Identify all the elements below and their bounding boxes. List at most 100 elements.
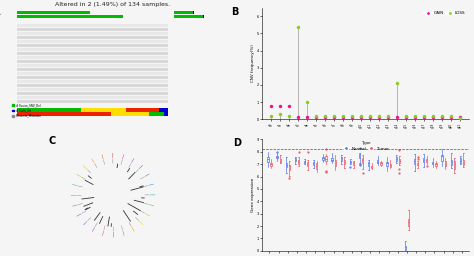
- Polygon shape: [139, 165, 143, 169]
- Text: D: D: [233, 138, 241, 148]
- Point: [384, 114, 392, 118]
- Point: [429, 115, 437, 119]
- Point: [267, 114, 275, 118]
- Legend: Normal, Tumor: Normal, Tumor: [340, 139, 391, 153]
- Bar: [17, 36, 168, 39]
- Polygon shape: [131, 158, 134, 163]
- Polygon shape: [145, 174, 149, 177]
- Point: [312, 115, 320, 119]
- Polygon shape: [77, 214, 81, 217]
- Point: [402, 114, 410, 118]
- Point: [267, 104, 275, 108]
- Point: [357, 114, 365, 118]
- Y-axis label: Gene expression: Gene expression: [251, 178, 255, 212]
- Polygon shape: [129, 222, 131, 226]
- Bar: [17, 24, 168, 27]
- Bar: [148, 112, 164, 116]
- Polygon shape: [92, 227, 95, 232]
- Point: [312, 114, 320, 118]
- Polygon shape: [121, 160, 122, 164]
- Polygon shape: [71, 195, 76, 196]
- Bar: [17, 68, 168, 71]
- Polygon shape: [88, 218, 91, 221]
- Polygon shape: [123, 231, 124, 236]
- Point: [357, 115, 365, 119]
- Point: [348, 115, 356, 119]
- Bar: [17, 76, 168, 79]
- Polygon shape: [77, 195, 81, 196]
- Bar: [202, 15, 204, 18]
- Bar: [174, 12, 192, 14]
- Point: [294, 25, 302, 29]
- Bar: [17, 32, 168, 35]
- Bar: [17, 44, 168, 47]
- Bar: [17, 112, 111, 116]
- Point: [393, 115, 401, 119]
- Polygon shape: [87, 170, 91, 173]
- Bar: [81, 108, 126, 112]
- Polygon shape: [82, 177, 85, 179]
- Bar: [192, 12, 194, 14]
- Polygon shape: [136, 217, 139, 221]
- Bar: [17, 52, 168, 55]
- Polygon shape: [78, 203, 82, 205]
- Bar: [17, 80, 168, 83]
- Polygon shape: [149, 204, 154, 206]
- Legend: GAIN, LOSS: GAIN, LOSS: [422, 10, 467, 17]
- Point: [456, 115, 464, 120]
- Polygon shape: [131, 227, 135, 231]
- Bar: [17, 84, 168, 87]
- Bar: [17, 64, 168, 67]
- Polygon shape: [140, 211, 145, 213]
- Bar: [17, 56, 168, 59]
- Bar: [17, 48, 168, 51]
- Polygon shape: [95, 164, 97, 168]
- Polygon shape: [148, 184, 154, 186]
- Polygon shape: [73, 205, 77, 206]
- Polygon shape: [78, 186, 82, 187]
- Text: C: C: [48, 136, 55, 146]
- Bar: [126, 108, 159, 112]
- Polygon shape: [83, 165, 87, 169]
- Point: [411, 114, 419, 118]
- Polygon shape: [140, 177, 144, 179]
- Polygon shape: [128, 164, 131, 168]
- Bar: [17, 108, 81, 112]
- Point: [375, 115, 383, 119]
- Bar: [17, 12, 90, 14]
- Polygon shape: [95, 223, 98, 227]
- Bar: [17, 100, 168, 103]
- Polygon shape: [91, 159, 95, 163]
- Bar: [17, 15, 123, 18]
- Point: [303, 115, 311, 119]
- Point: [411, 115, 419, 119]
- Polygon shape: [139, 221, 143, 225]
- Polygon shape: [83, 221, 87, 225]
- Point: [375, 114, 383, 118]
- Bar: [17, 96, 168, 99]
- Point: [348, 114, 356, 118]
- Point: [438, 114, 446, 118]
- Point: [294, 115, 302, 119]
- Bar: [17, 72, 168, 75]
- Title: Altered in 2 (1.49%) of 134 samples.: Altered in 2 (1.49%) of 134 samples.: [55, 2, 171, 7]
- Text: B: B: [231, 7, 238, 17]
- Point: [402, 115, 410, 119]
- Point: [285, 104, 293, 108]
- Point: [321, 114, 329, 118]
- Point: [285, 114, 293, 118]
- Y-axis label: CNV frequency(%): CNV frequency(%): [251, 45, 255, 82]
- Bar: [174, 15, 202, 18]
- Point: [438, 115, 446, 119]
- Polygon shape: [76, 174, 81, 177]
- Polygon shape: [82, 211, 86, 214]
- Point: [321, 115, 329, 119]
- Bar: [17, 60, 168, 63]
- Point: [429, 114, 437, 118]
- Point: [366, 114, 374, 118]
- Point: [303, 100, 311, 104]
- Point: [393, 81, 401, 85]
- Polygon shape: [73, 184, 77, 186]
- Polygon shape: [144, 185, 148, 187]
- Bar: [111, 112, 148, 116]
